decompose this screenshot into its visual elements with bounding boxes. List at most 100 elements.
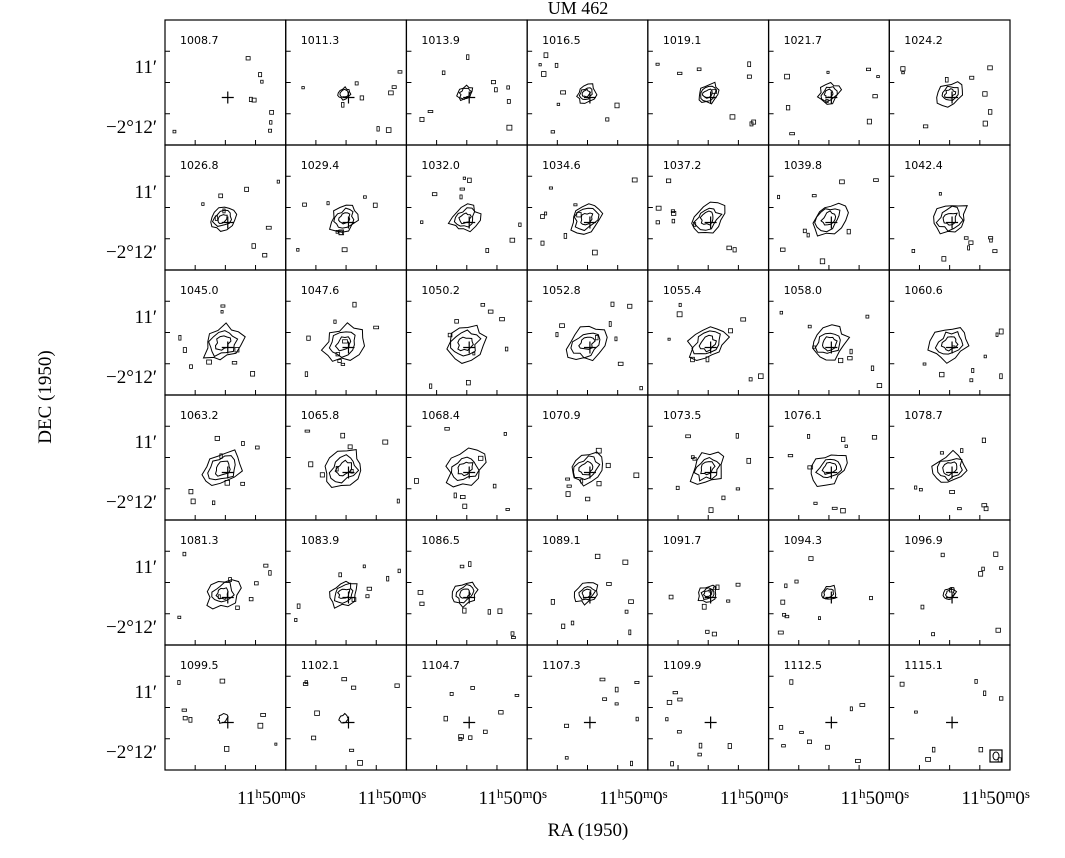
noise-speck [565, 491, 571, 497]
noise-speck [447, 332, 453, 338]
contour [451, 581, 479, 609]
contour [565, 325, 608, 362]
panel-label: 1081.3 [180, 534, 219, 547]
panel-label: 1086.5 [421, 534, 460, 547]
noise-speck [729, 114, 736, 120]
noise-speck [667, 337, 671, 341]
ra-label-part: 50 [745, 788, 764, 809]
noise-speck [708, 507, 714, 513]
noise-speck [429, 383, 433, 389]
contour [933, 205, 968, 235]
noise-speck [735, 582, 741, 587]
noise-speck [172, 129, 177, 134]
noise-speck [506, 99, 511, 104]
noise-speck [963, 236, 969, 240]
noise-speck [514, 693, 520, 697]
noise-speck [967, 245, 970, 251]
contour [812, 324, 851, 361]
noise-speck [228, 577, 232, 582]
noise-speck [189, 364, 193, 369]
noise-speck [269, 120, 273, 125]
ra-label-part: 0 [532, 788, 542, 809]
noise-speck [914, 710, 918, 714]
noise-speck [244, 186, 249, 192]
noise-speck [949, 490, 955, 494]
noise-speck [217, 594, 221, 599]
dec-tick-label: −2°12′ [106, 367, 157, 388]
noise-speck [614, 686, 619, 693]
noise-speck [690, 455, 695, 459]
noise-speck [838, 357, 844, 364]
noise-speck [708, 589, 713, 593]
panel-label: 1034.6 [542, 159, 581, 172]
noise-speck [478, 455, 484, 461]
contour [570, 203, 604, 235]
noise-speck [499, 317, 505, 322]
ra-label-part: m [764, 786, 774, 801]
noise-speck [602, 697, 608, 701]
dec-tick-label: 11′ [135, 307, 157, 328]
noise-speck [268, 570, 272, 576]
noise-speck [468, 561, 472, 567]
noise-speck [444, 426, 450, 431]
noise-speck [614, 102, 620, 109]
noise-speck [538, 63, 542, 67]
noise-speck [840, 508, 846, 514]
panel-label: 1008.7 [180, 34, 219, 47]
noise-speck [419, 117, 425, 122]
noise-speck [732, 247, 737, 253]
noise-speck [458, 737, 463, 741]
noise-speck [981, 566, 985, 572]
panel-label: 1096.9 [904, 534, 943, 547]
noise-speck [727, 743, 732, 749]
ra-label-part: h [980, 786, 987, 801]
contour [572, 455, 601, 481]
noise-speck [685, 434, 691, 439]
ra-label-part: h [255, 786, 262, 801]
contour [217, 712, 229, 724]
contour [333, 582, 354, 604]
noise-speck [665, 717, 669, 722]
noise-speck [735, 433, 739, 439]
y-axis-label: DEC (1950) [35, 350, 56, 443]
noise-speck [563, 233, 568, 239]
noise-speck [554, 62, 559, 68]
panel-label: 1107.3 [542, 659, 581, 672]
noise-speck [998, 328, 1004, 335]
contour [338, 712, 350, 724]
contour [934, 331, 964, 355]
noise-speck [373, 325, 380, 330]
noise-speck [420, 220, 424, 224]
contour [812, 202, 849, 237]
noise-speck [304, 680, 308, 684]
noise-speck [543, 52, 549, 59]
noise-speck [564, 756, 569, 760]
ra-label-part: m [281, 786, 291, 801]
contour [689, 451, 725, 485]
noise-speck [901, 71, 905, 75]
ra-label-part: 0 [1015, 788, 1024, 809]
contour [201, 449, 243, 487]
noise-speck [385, 127, 392, 133]
noise-speck [182, 715, 188, 721]
noise-speck [666, 699, 673, 705]
noise-speck [337, 359, 342, 363]
panel-label: 1091.7 [663, 534, 702, 547]
noise-speck [999, 696, 1004, 701]
contour [320, 322, 366, 362]
noise-speck [544, 211, 548, 216]
panel-label: 1060.6 [904, 284, 943, 297]
noise-speck [466, 54, 470, 60]
noise-speck [487, 609, 492, 615]
noise-speck [925, 757, 931, 762]
noise-speck [677, 697, 683, 702]
noise-speck [780, 247, 786, 252]
contour [208, 330, 239, 358]
noise-speck [999, 373, 1003, 380]
panel-label: 1026.8 [180, 159, 219, 172]
noise-speck [608, 321, 612, 327]
panel-label: 1089.1 [542, 534, 581, 547]
noise-speck [784, 73, 790, 80]
contour [581, 88, 592, 98]
